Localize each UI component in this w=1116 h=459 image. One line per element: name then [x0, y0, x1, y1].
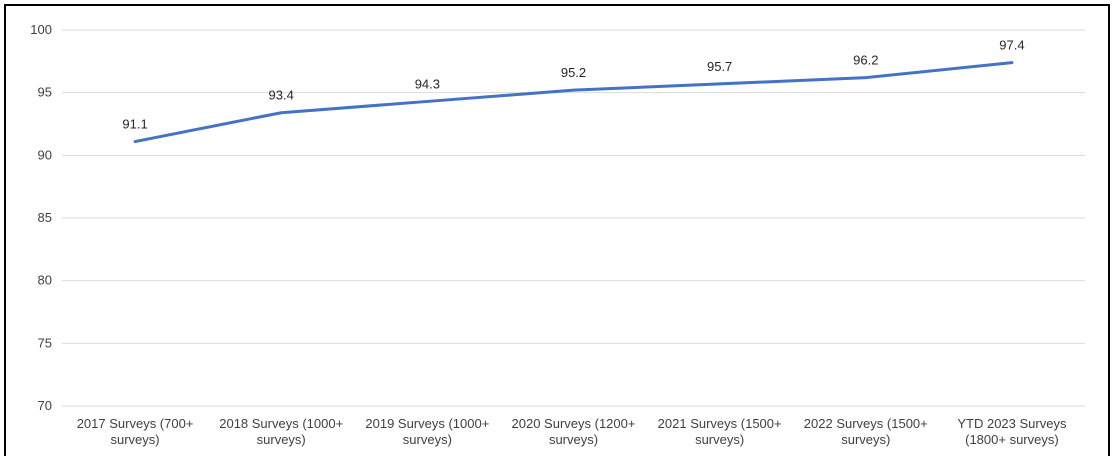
- series-line: [133, 61, 1014, 144]
- data-label: 96.2: [853, 53, 878, 68]
- data-label: 97.4: [999, 38, 1024, 53]
- data-label: 95.2: [561, 65, 586, 80]
- x-category-label: surveys): [257, 432, 306, 447]
- y-tick-label: 80: [38, 273, 52, 288]
- y-tick-label: 75: [38, 335, 52, 350]
- y-tick-label: 85: [38, 210, 52, 225]
- series-lines: [133, 61, 1014, 144]
- y-tick-label: 100: [30, 22, 52, 37]
- y-axis-tick-labels: 70 75 80 85 90 95 100: [30, 22, 52, 413]
- y-tick-label: 95: [38, 85, 52, 100]
- data-label: 94.3: [415, 76, 440, 91]
- x-category-label: 2017 Surveys (700+: [77, 416, 194, 431]
- data-label: 93.4: [269, 88, 294, 103]
- x-category-label: surveys): [111, 432, 160, 447]
- x-category-label: 2022 Surveys (1500+: [804, 416, 928, 431]
- x-category-label: 2018 Surveys (1000+: [219, 416, 343, 431]
- x-category-label: surveys): [549, 432, 598, 447]
- x-category-label: surveys): [841, 432, 890, 447]
- chart-frame: [4, 4, 1110, 456]
- x-category-label: (1800+ surveys): [965, 432, 1059, 447]
- x-category-label: surveys): [695, 432, 744, 447]
- x-category-label: 2021 Surveys (1500+: [658, 416, 782, 431]
- gridlines: [62, 29, 1085, 407]
- y-tick-label: 70: [38, 398, 52, 413]
- x-category-label: 2020 Surveys (1200+: [512, 416, 636, 431]
- x-category-label: 2019 Surveys (1000+: [365, 416, 489, 431]
- data-labels: 91.1 93.4 94.3 95.2 95.7 96.2 97.4: [122, 38, 1024, 132]
- x-category-label: YTD 2023 Surveys: [957, 416, 1067, 431]
- y-tick-label: 90: [38, 147, 52, 162]
- x-category-label: surveys): [403, 432, 452, 447]
- data-label: 95.7: [707, 59, 732, 74]
- x-axis-category-labels: 2017 Surveys (700+surveys)2018 Surveys (…: [77, 416, 1067, 447]
- data-label: 91.1: [122, 117, 147, 132]
